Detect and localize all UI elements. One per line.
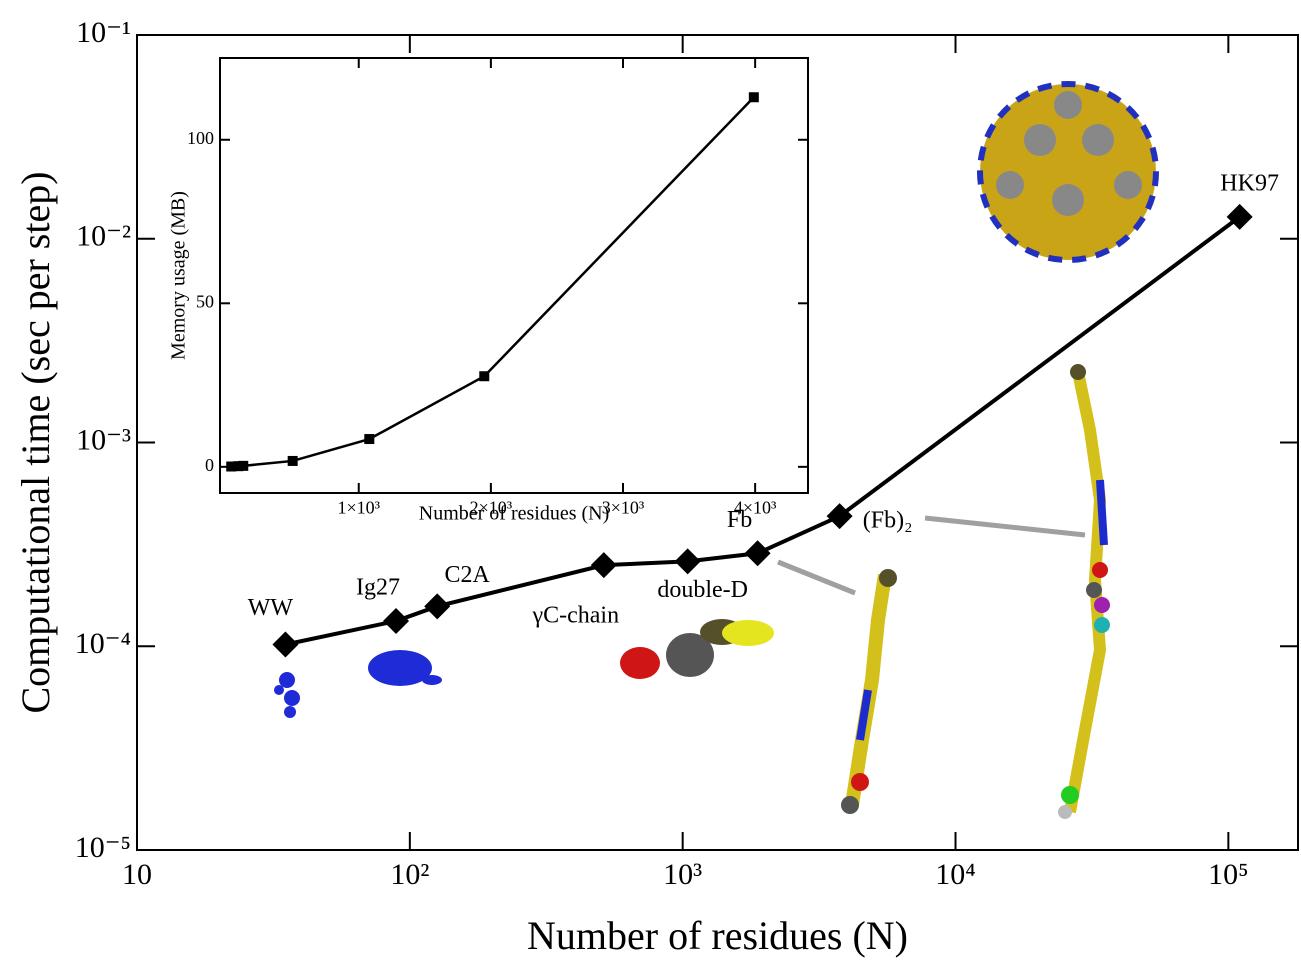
marker xyxy=(287,455,298,466)
marker xyxy=(590,552,617,579)
point-label: Ig27 xyxy=(356,575,400,601)
marker xyxy=(272,631,299,658)
marker xyxy=(744,540,771,567)
x-axis-label: Number of residues (N) xyxy=(419,503,610,525)
point-label: γC-chain xyxy=(532,603,620,629)
y-axis-label: Memory usage (MB) xyxy=(168,191,190,360)
y-tick-label: 0 xyxy=(205,455,214,475)
inset-chart: 1×10³ 2×10³ 3×10³ 4×10³ 0 50 100 Number of resi… xyxy=(168,57,809,525)
x-tick-label: 3×10³ xyxy=(602,497,645,517)
y-tick-label: 50 xyxy=(196,291,214,311)
marker xyxy=(424,593,451,620)
point-label: C2A xyxy=(445,562,491,588)
x-tick-label: 10⁵ xyxy=(1208,858,1248,891)
plot-area xyxy=(219,57,809,494)
x-tick-label: 2×10³ xyxy=(470,497,513,517)
x-tick-label: 1×10³ xyxy=(337,497,380,517)
point-label: double-D xyxy=(657,577,748,603)
main-chart: 10 10² 10³ 10⁴ 10⁵ 10⁻⁵ 10⁻⁴ 10⁻³ 10⁻² 10⁻¹ Number… xyxy=(13,16,1299,958)
marker xyxy=(748,92,759,103)
y-tick-label: 10⁻⁵ xyxy=(75,831,131,864)
y-axis-label: Computational time (sec per step) xyxy=(13,171,58,713)
x-tick-label: 4×10³ xyxy=(734,497,777,517)
x-tick-label: 10² xyxy=(390,858,429,891)
marker xyxy=(1226,203,1253,230)
x-tick-label: 10 xyxy=(122,858,152,891)
y-tick-label: 10⁻¹ xyxy=(76,16,131,49)
protein-images xyxy=(274,81,1159,819)
point-label: HK97 xyxy=(1220,170,1279,196)
marker xyxy=(364,434,375,445)
y-tick-label: 10⁻³ xyxy=(76,423,131,456)
marker xyxy=(238,460,249,471)
point-label: Fb xyxy=(727,507,752,533)
x-tick-label: 10⁴ xyxy=(935,858,975,891)
marker xyxy=(383,608,410,635)
y-tick-label: 10⁻⁴ xyxy=(75,627,131,660)
marker xyxy=(226,461,237,472)
point-label: (Fb)₂ xyxy=(863,508,913,534)
x-axis-label: Number of residues (N) xyxy=(527,913,908,958)
marker xyxy=(479,371,490,382)
y-tick-label: 10⁻² xyxy=(76,220,131,253)
x-tick-label: 10³ xyxy=(663,858,702,891)
marker xyxy=(674,548,701,575)
marker xyxy=(826,503,853,530)
y-tick-label: 100 xyxy=(187,128,214,148)
point-label: WW xyxy=(248,595,294,621)
